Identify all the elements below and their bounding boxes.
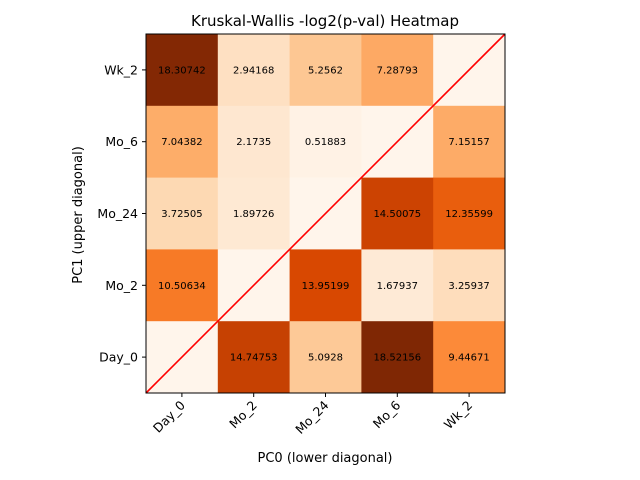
heatmap-cell bbox=[217, 321, 291, 394]
heatmap-cell bbox=[146, 105, 219, 179]
heatmap-cell bbox=[289, 105, 362, 179]
heatmap-cell bbox=[361, 249, 434, 322]
y-tick-label: Day_0 bbox=[99, 350, 138, 365]
heatmap-cell bbox=[433, 321, 506, 394]
cell-value-label: 2.94168 bbox=[233, 65, 274, 76]
heatmap-cell bbox=[146, 177, 219, 250]
y-axis-ticks: Wk_2 Mo_6 Mo_24 Mo_2 Day_0 bbox=[97, 62, 146, 365]
x-axis-label: PC0 (lower diagonal) bbox=[258, 451, 393, 466]
y-tick-label: Mo_24 bbox=[97, 206, 138, 221]
cell-value-label: 1.67937 bbox=[377, 281, 418, 292]
x-tick-label: Wk_2 bbox=[441, 398, 476, 433]
heatmap-cell bbox=[361, 321, 434, 394]
cell-value-label: 3.72505 bbox=[161, 209, 202, 220]
cell-value-label: 1.89726 bbox=[233, 209, 274, 220]
heatmap-cell bbox=[289, 34, 362, 107]
cell-value-label: 0.51883 bbox=[305, 137, 346, 148]
y-tick-label: Wk_2 bbox=[104, 62, 138, 77]
heatmap-cell bbox=[289, 249, 362, 322]
chart-title: Kruskal-Wallis -log2(p-val) Heatmap bbox=[191, 12, 459, 30]
y-tick-label: Mo_6 bbox=[105, 134, 138, 149]
heatmap-cell bbox=[433, 249, 506, 322]
cell-value-label: 14.74753 bbox=[230, 353, 278, 364]
heatmap-cell bbox=[217, 177, 291, 250]
cell-value-label: 13.95199 bbox=[302, 281, 350, 292]
cell-value-label: 14.50075 bbox=[373, 209, 421, 220]
cell-value-label: 10.50634 bbox=[158, 281, 206, 292]
cell-value-label: 7.15157 bbox=[448, 137, 489, 148]
cell-value-label: 5.0928 bbox=[308, 353, 343, 364]
y-tick-label: Mo_2 bbox=[105, 278, 138, 293]
cell-value-label: 7.28793 bbox=[377, 65, 418, 76]
cell-value-label: 7.04382 bbox=[161, 137, 202, 148]
heatmap-cell bbox=[361, 34, 434, 107]
cell-value-label: 12.35599 bbox=[445, 209, 493, 220]
x-tick-label: Mo_2 bbox=[226, 398, 260, 432]
x-tick-label: Mo_24 bbox=[292, 397, 331, 436]
y-axis-label: PC1 (upper diagonal) bbox=[71, 146, 86, 284]
heatmap-cell bbox=[217, 105, 291, 179]
heatmap-cell bbox=[146, 34, 219, 107]
heatmap-cell bbox=[289, 321, 362, 394]
heatmap-cell bbox=[361, 177, 434, 250]
cell-value-label: 3.25937 bbox=[448, 281, 489, 292]
cell-value-label: 9.44671 bbox=[448, 353, 489, 364]
x-tick-label: Day_0 bbox=[150, 397, 188, 435]
heatmap-cell-labels: 18.30742 2.94168 5.2562 7.28793 7.04382 2.173… bbox=[158, 65, 493, 363]
x-tick-label: Mo_6 bbox=[370, 397, 404, 431]
cell-value-label: 2.1735 bbox=[236, 137, 271, 148]
diagonal-line bbox=[145, 33, 506, 394]
cell-value-label: 5.2562 bbox=[308, 65, 343, 76]
heatmap-cell bbox=[217, 34, 291, 107]
x-axis-ticks: Day_0 Mo_2 Mo_24 Mo_6 Wk_2 bbox=[150, 393, 475, 437]
heatmap-cells bbox=[146, 34, 506, 394]
heatmap-cell bbox=[433, 105, 506, 179]
heatmap-cell bbox=[146, 249, 219, 322]
cell-value-label: 18.30742 bbox=[158, 65, 206, 76]
cell-value-label: 18.52156 bbox=[373, 353, 421, 364]
heatmap-cell bbox=[433, 177, 506, 250]
